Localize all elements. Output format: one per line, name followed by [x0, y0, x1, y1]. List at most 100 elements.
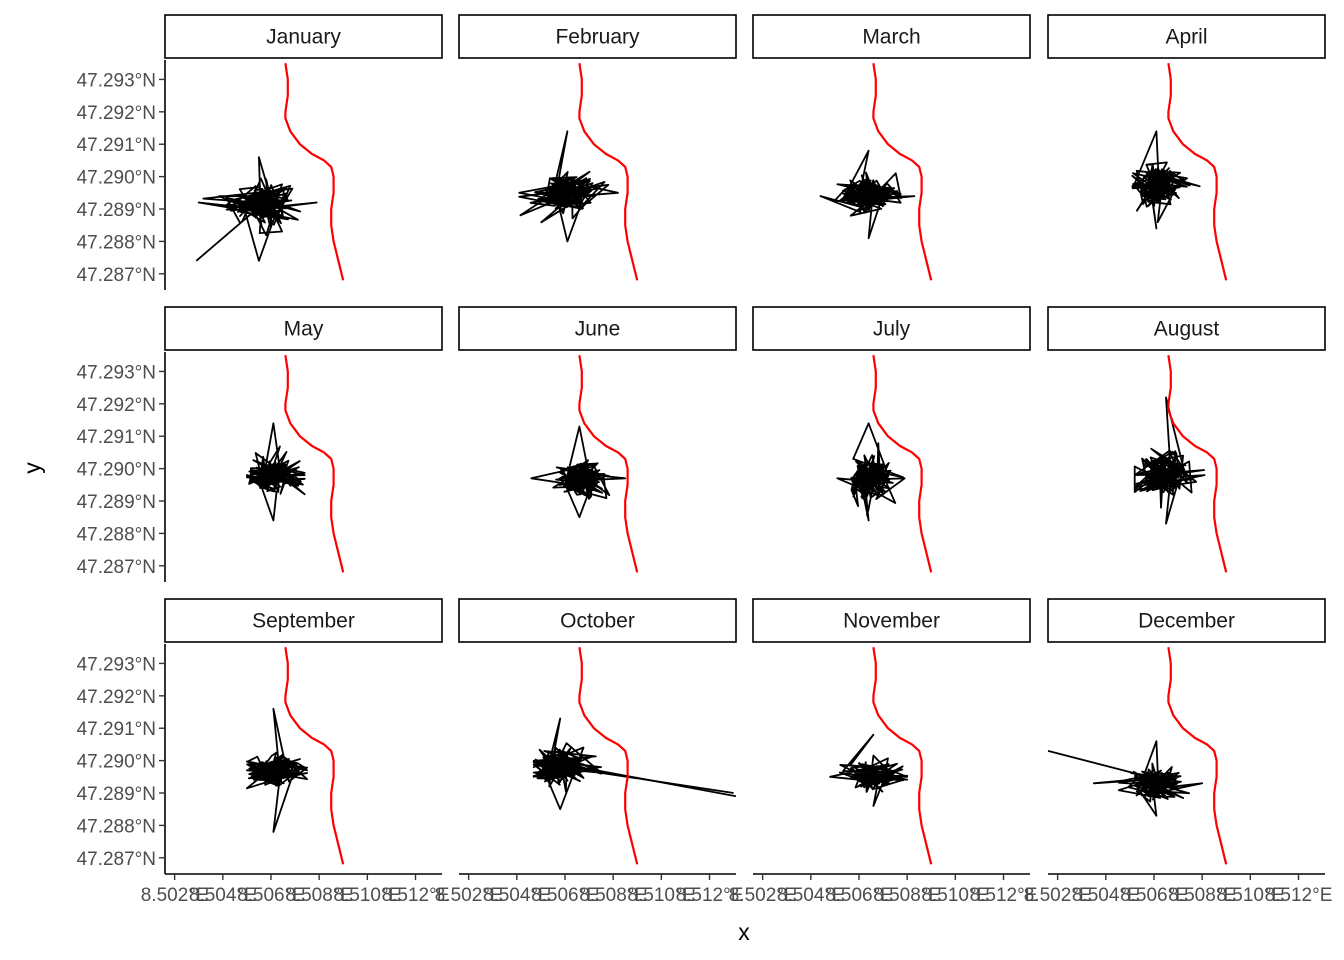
y-tick-label: 47.292°N — [77, 395, 156, 416]
facet-strip-label: August — [1154, 318, 1220, 341]
river-line — [578, 63, 639, 281]
x-tick-label: 8.506°E — [531, 885, 599, 906]
x-tick-label: 8.502°E — [435, 885, 503, 906]
y-tick-label: 47.291°N — [77, 135, 156, 156]
x-tick-label: 8.510°E — [921, 885, 989, 906]
x-tick-label: 8.506°E — [1120, 885, 1188, 906]
y-tick-label: 47.291°N — [77, 719, 156, 740]
facet-strip-label: June — [575, 318, 621, 341]
facet-strip-label: February — [555, 26, 640, 49]
y-tick-label: 47.293°N — [77, 654, 156, 675]
x-tick-label: 8.508°E — [873, 885, 941, 906]
facet-strip — [458, 598, 737, 643]
track-line — [1133, 396, 1206, 525]
river-line — [578, 647, 639, 865]
panel-february: February — [458, 14, 737, 281]
panel-january: January 47.287°N 47.288°N 47.289°N 47.290°N 4… — [77, 14, 443, 290]
x-tick-label: 8.510°E — [627, 885, 695, 906]
panel-april: April — [1047, 14, 1326, 281]
track-line — [518, 130, 619, 243]
track-outlier-segment — [195, 192, 277, 262]
y-tick-label: 47.290°N — [77, 168, 156, 189]
river-line — [284, 647, 345, 865]
river-line — [284, 355, 345, 573]
panels-layer: January 47.287°N 47.288°N 47.289°N 47.290°N 4… — [77, 14, 1333, 906]
river-line — [284, 63, 345, 281]
panel-may: May 47.287°N 47.288°N 47.289°N 47.290°N 47.29… — [77, 306, 443, 582]
x-tick-label: 8.502°E — [141, 885, 209, 906]
facet-strip — [1047, 14, 1326, 59]
x-axis-title: x — [738, 919, 750, 945]
y-tick-label: 47.289°N — [77, 200, 156, 221]
track-line — [1131, 130, 1201, 230]
facet-strip-label: April — [1165, 26, 1207, 49]
x-tick-label: 8.512°E — [382, 885, 450, 906]
facet-strip-label: March — [862, 26, 920, 49]
facet-strip — [752, 598, 1031, 643]
facet-strip — [164, 306, 443, 351]
facet-strip-label: December — [1138, 610, 1235, 633]
y-tick-label: 47.287°N — [77, 557, 156, 578]
panel-july: July — [752, 306, 1031, 573]
x-tick-label: 8.506°E — [237, 885, 305, 906]
x-tick-label: 8.504°E — [483, 885, 551, 906]
x-tick-label: 8.504°E — [777, 885, 845, 906]
y-tick-label: 47.292°N — [77, 103, 156, 124]
panel-december: December8.502°E8.504°E8.506°E8.508°E8.51… — [1024, 598, 1333, 906]
panel-march: March — [752, 14, 1031, 281]
y-tick-label: 47.288°N — [77, 232, 156, 253]
x-tick-label: 8.512°E — [1265, 885, 1333, 906]
x-tick-label: 8.508°E — [285, 885, 353, 906]
x-tick-label: 8.510°E — [1216, 885, 1284, 906]
track-line — [1092, 740, 1204, 817]
river-line — [872, 355, 933, 573]
y-tick-label: 47.293°N — [77, 70, 156, 91]
x-tick-label: 8.510°E — [333, 885, 401, 906]
y-tick-label: 47.290°N — [77, 460, 156, 481]
y-tick-label: 47.289°N — [77, 492, 156, 513]
y-tick-label: 47.287°N — [77, 849, 156, 870]
river-line — [1167, 63, 1228, 281]
facet-strip — [1047, 306, 1326, 351]
track-outlier-segment — [1047, 750, 1162, 781]
river-line — [872, 63, 933, 281]
panel-september: September 47.287°N 47.288°N 47.289°N 47.290°… — [77, 598, 450, 906]
track-outlier-segment — [584, 769, 734, 794]
panel-october: October 8.502°E8.504°E8.506°E8.508°E8.510… — [435, 598, 744, 906]
facet-strip — [752, 14, 1031, 59]
y-tick-label: 47.293°N — [77, 362, 156, 383]
x-tick-label: 8.508°E — [579, 885, 647, 906]
facet-strip-label: July — [873, 318, 911, 341]
river-line — [1167, 355, 1228, 573]
x-tick-label: 8.512°E — [676, 885, 744, 906]
facet-strip-label: May — [284, 318, 324, 341]
x-tick-label: 8.512°E — [970, 885, 1038, 906]
track-line — [532, 717, 602, 811]
y-tick-label: 47.287°N — [77, 265, 156, 286]
facet-strip — [1047, 598, 1326, 643]
y-axis-title: y — [19, 462, 45, 474]
y-tick-label: 47.289°N — [77, 784, 156, 805]
y-tick-label: 47.291°N — [77, 427, 156, 448]
facet-strip-label: September — [252, 610, 355, 633]
x-tick-label: 8.502°E — [1024, 885, 1092, 906]
x-tick-label: 8.502°E — [729, 885, 797, 906]
facet-strip-label: November — [843, 610, 940, 633]
x-tick-label: 8.506°E — [825, 885, 893, 906]
track-line — [197, 156, 318, 262]
y-tick-label: 47.292°N — [77, 687, 156, 708]
x-tick-label: 8.504°E — [189, 885, 257, 906]
facet-strip — [752, 306, 1031, 351]
track-line — [245, 707, 309, 833]
x-tick-label: 8.508°E — [1168, 885, 1236, 906]
facet-strip — [458, 306, 737, 351]
facet-strip — [458, 14, 737, 59]
panel-november: November8.502°E8.504°E8.506°E8.508°E8.51… — [729, 598, 1038, 906]
track-line — [530, 425, 627, 519]
river-line — [872, 647, 933, 865]
river-line — [1167, 647, 1228, 865]
river-line — [578, 355, 639, 573]
facet-strip — [164, 598, 443, 643]
y-tick-label: 47.290°N — [77, 752, 156, 773]
